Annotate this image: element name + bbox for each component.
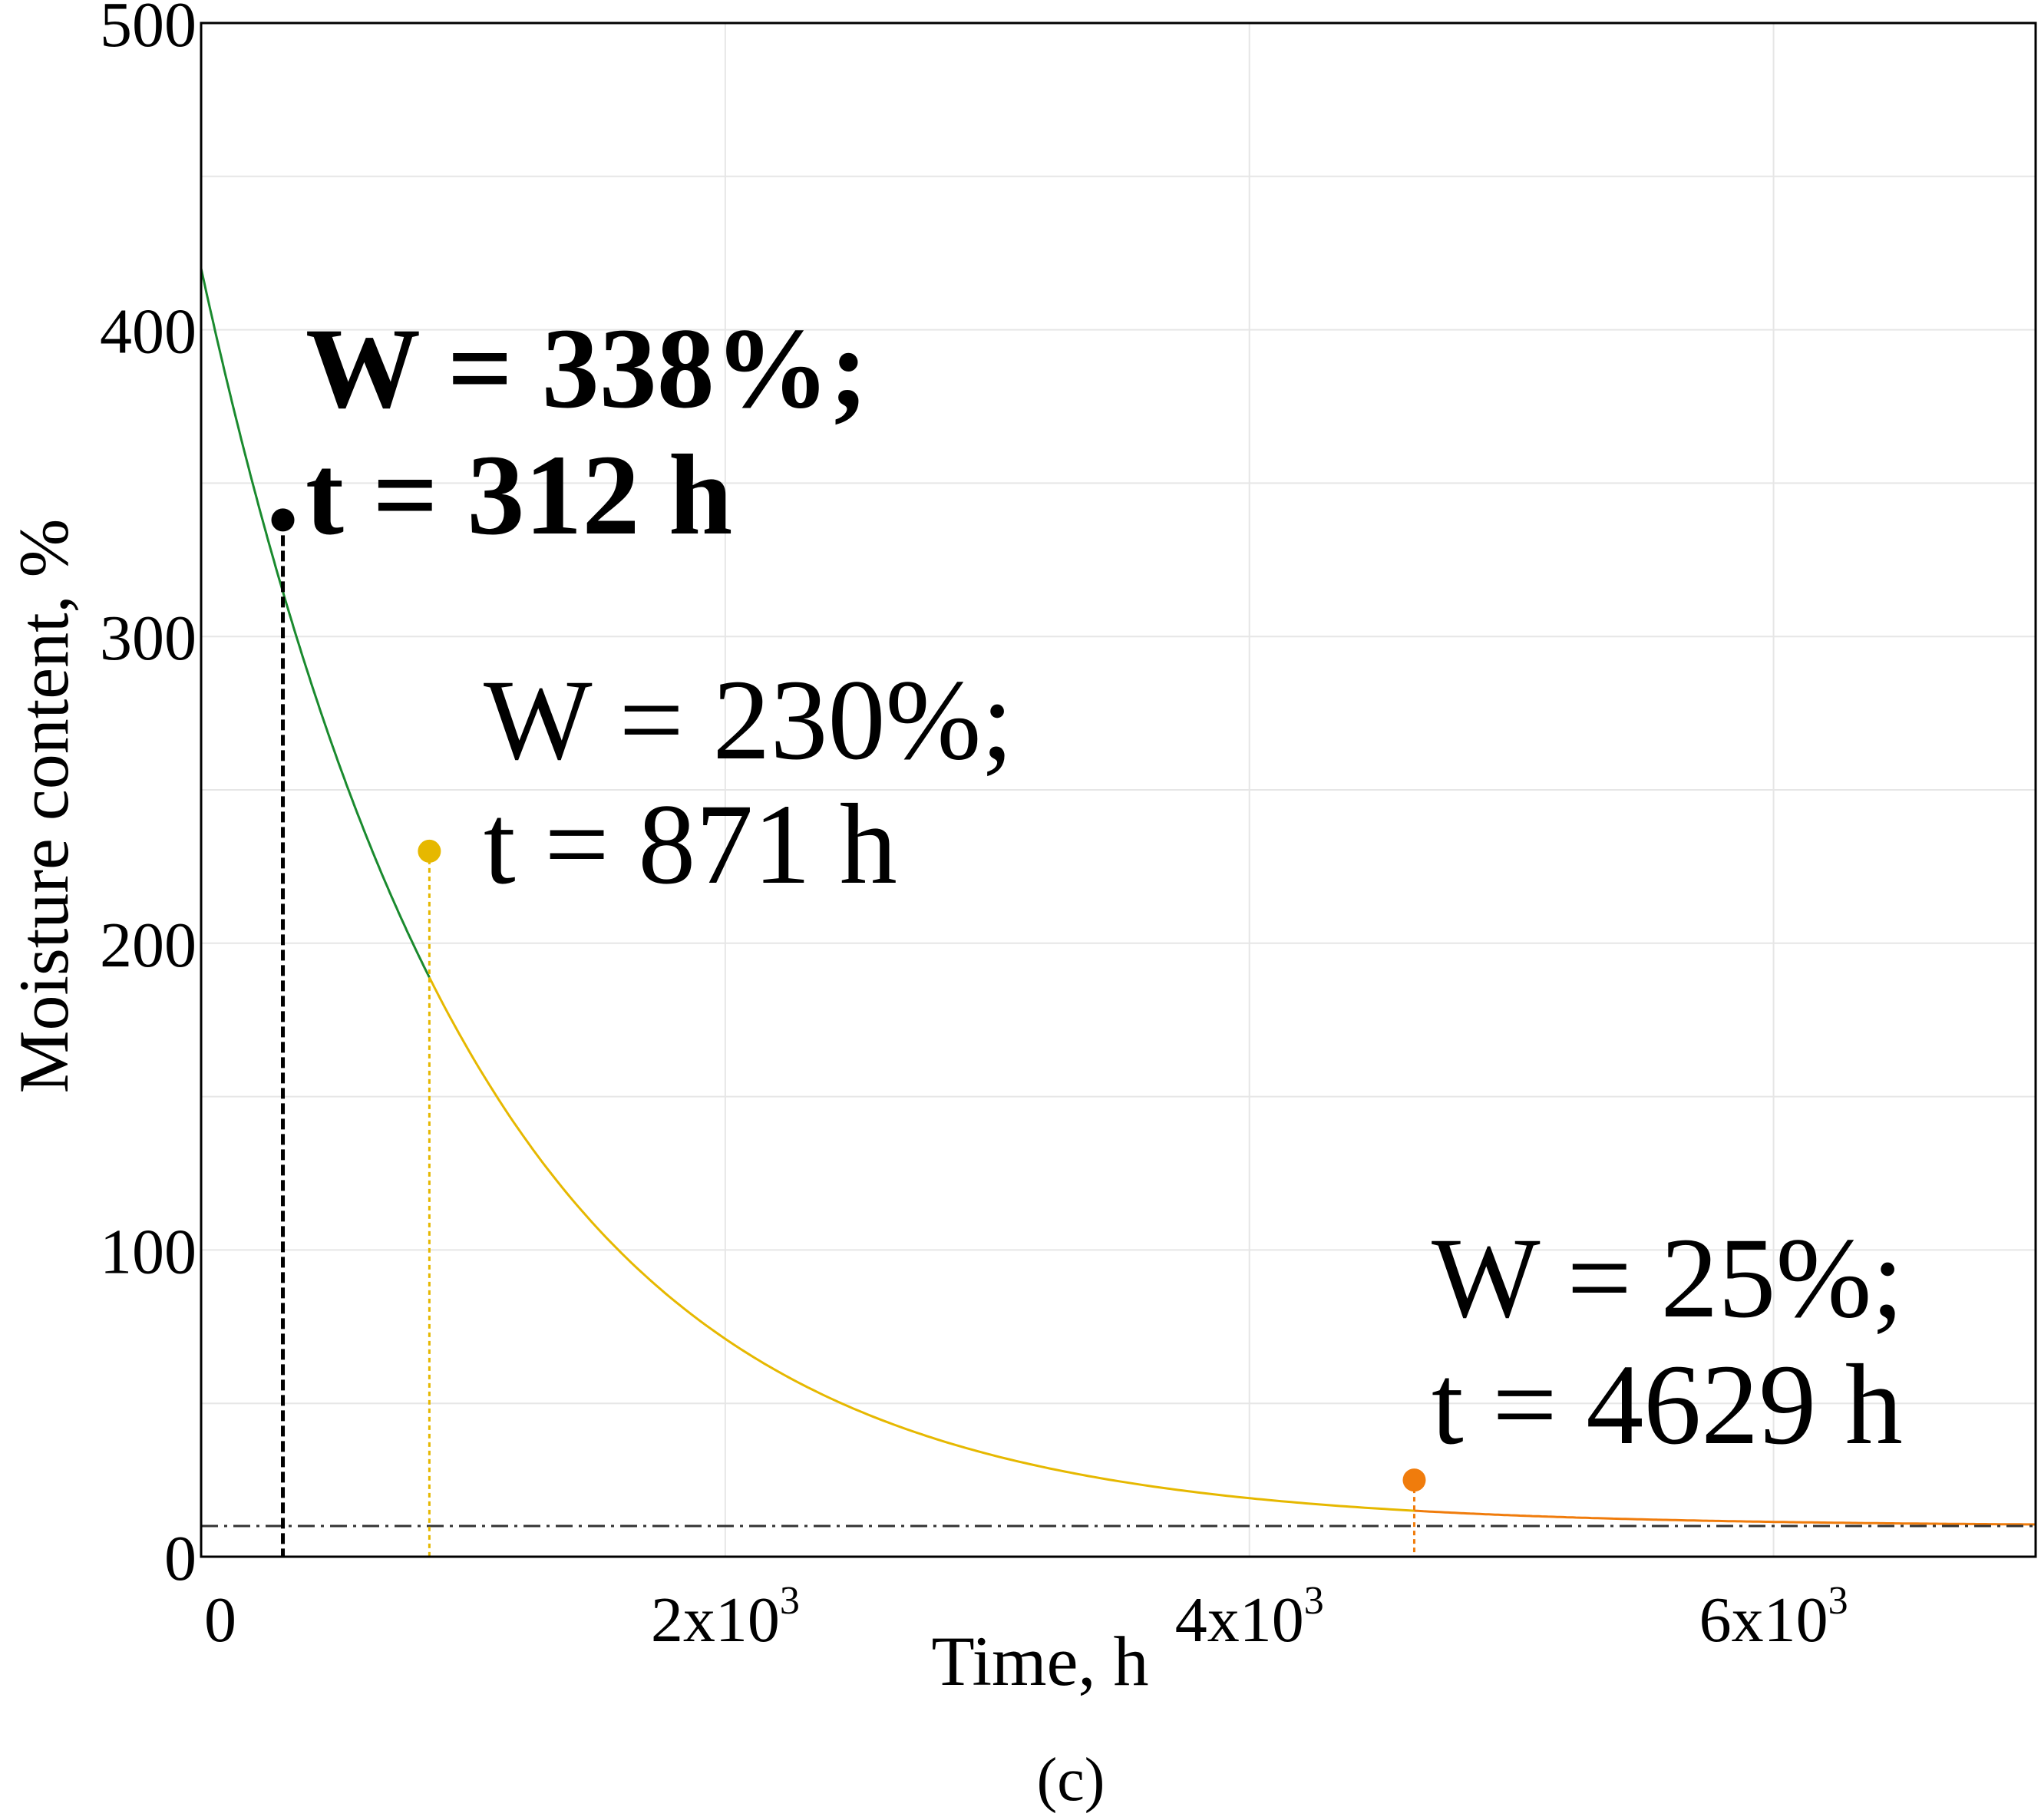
annotation-2-moisture: W = 230%; xyxy=(484,656,1013,784)
x-tick-exponent: 3 xyxy=(1828,1579,1848,1623)
marked-points xyxy=(271,508,1426,1492)
x-tick-label: 6x103 xyxy=(1699,1579,1848,1656)
figure-caption: (c) xyxy=(1037,1746,1105,1814)
plot-frame xyxy=(200,21,2037,1558)
annotation-2-time: t = 871 h xyxy=(484,781,897,908)
annotation-3-moisture: W = 25%; xyxy=(1432,1214,1904,1342)
point-annotations: W = 338%;t = 312 h W = 230%;t = 871 h W = … xyxy=(305,305,1904,1468)
annotation-3-time: t = 4629 h xyxy=(1432,1341,1903,1468)
curve-segment-3 xyxy=(1414,1509,2036,1526)
curve-segment-2 xyxy=(428,976,1415,1512)
y-tick-labels: 0 100 200 300 400 500 xyxy=(100,0,197,1594)
annotation-1-moisture: W = 338%; xyxy=(305,305,868,432)
y-axis-title: Moisture content, % xyxy=(5,519,83,1094)
x-tick-label: 0 xyxy=(204,1584,236,1656)
data-point-3 xyxy=(1402,1468,1426,1492)
y-tick-label: 400 xyxy=(100,296,197,368)
x-tick-exponent: 3 xyxy=(780,1579,800,1623)
annotation-1-time: t = 312 h xyxy=(305,431,732,559)
x-tick-label: 4x103 xyxy=(1175,1579,1324,1656)
drying-curve xyxy=(200,268,2036,1526)
x-axis-title: Time, h xyxy=(932,1622,1149,1700)
curve-segment-1 xyxy=(200,268,431,978)
point-drop-lines xyxy=(281,520,1415,1557)
y-tick-label: 300 xyxy=(100,603,197,674)
y-tick-label: 500 xyxy=(100,0,197,61)
x-tick-label: 2x103 xyxy=(651,1579,800,1656)
x-tick-exponent: 3 xyxy=(1304,1579,1324,1623)
y-tick-label: 200 xyxy=(100,910,197,981)
data-point-1 xyxy=(271,508,295,532)
y-tick-label: 0 xyxy=(164,1523,197,1594)
y-tick-label: 100 xyxy=(100,1216,197,1287)
x-tick-labels: 0 2x103 4x103 6x103 xyxy=(204,1579,1848,1656)
data-point-2 xyxy=(418,839,441,863)
